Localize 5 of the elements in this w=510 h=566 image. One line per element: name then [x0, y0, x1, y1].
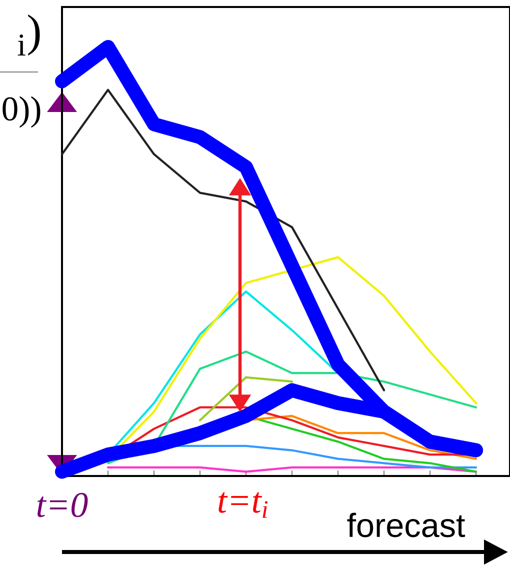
text: $_{i}$): [18, 14, 40, 56]
text: t=t$_{i}$: [218, 492, 268, 518]
text: forecast: [347, 512, 466, 538]
text: 0)): [2, 96, 40, 128]
text: t=0: [37, 492, 88, 518]
